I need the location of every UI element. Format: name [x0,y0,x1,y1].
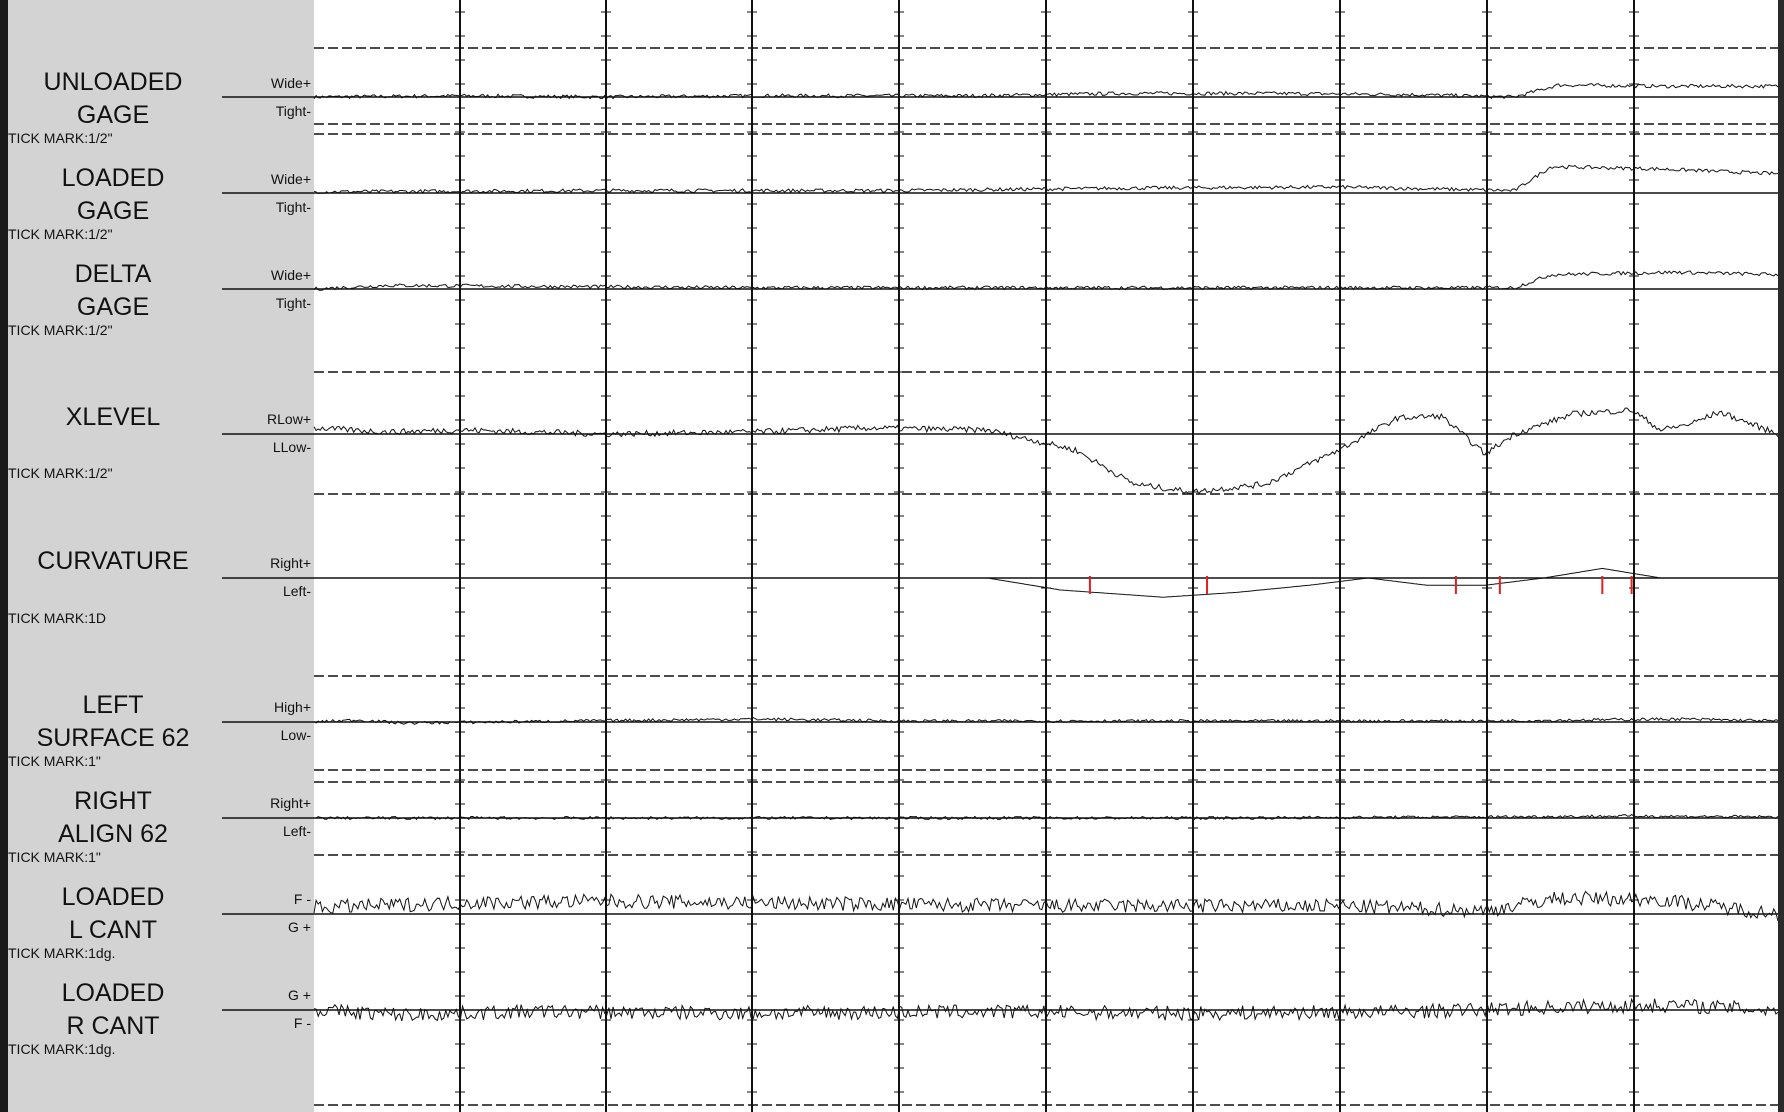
trace-curvature [314,567,1778,598]
trace-right-align [313,813,1779,821]
positive-direction-label: F - [293,891,311,907]
tick-mark-label: TICK MARK:1" [8,753,101,769]
trace-loaded-gage [313,164,1779,195]
positive-direction-label: Wide+ [270,75,311,91]
negative-direction-label: F - [293,1015,311,1031]
negative-direction-label: G + [288,919,311,935]
channel-title: DELTA GAGE [74,260,152,321]
right-frame-border [1778,0,1784,1112]
positive-direction-label: Wide+ [270,171,311,187]
positive-direction-label: G + [288,987,311,1003]
trace-loaded-l-cant [313,890,1779,922]
positive-direction-label: Right+ [270,795,311,811]
tick-mark-label: TICK MARK:1dg. [8,1041,116,1057]
negative-direction-label: Left- [282,583,311,599]
channel-title: LOADED R CANT [61,979,165,1040]
tick-mark-label: TICK MARK:1" [8,849,101,865]
channel-title: LOADED GAGE [61,164,165,225]
left-frame-border [0,0,8,1112]
tick-mark-label: TICK MARK:1D [8,610,107,626]
negative-direction-label: Left- [282,823,311,839]
trace-left-surface [313,717,1779,725]
negative-direction-label: Tight- [275,295,311,311]
trace-unloaded-gage [313,83,1779,100]
positive-direction-label: Wide+ [270,267,311,283]
channel-title: LOADED L CANT [61,883,165,944]
trace-xlevel [313,407,1779,495]
positive-direction-label: Right+ [270,555,311,571]
positive-direction-label: High+ [274,699,311,715]
channel-title: CURVATURE [37,547,189,575]
negative-direction-label: Tight- [275,103,311,119]
tick-mark-label: TICK MARK:1dg. [8,945,116,961]
negative-direction-label: LLow- [272,439,311,455]
trace-delta-gage [313,270,1779,291]
channel-title: UNLOADED GAGE [43,68,183,129]
channel-label-panel [8,0,314,1112]
positive-direction-label: RLow+ [267,411,311,427]
tick-mark-label: TICK MARK:1/2" [8,465,113,481]
channel-title: XLEVEL [65,403,161,431]
channel-title: RIGHT ALIGN 62 [58,787,168,848]
channel-title: LEFT SURFACE 62 [36,691,190,752]
tick-mark-label: TICK MARK:1/2" [8,130,113,146]
negative-direction-label: Low- [280,727,311,743]
tick-mark-label: TICK MARK:1/2" [8,226,113,242]
tick-mark-label: TICK MARK:1/2" [8,322,113,338]
trace-loaded-r-cant [313,997,1779,1022]
negative-direction-label: Tight- [275,199,311,215]
